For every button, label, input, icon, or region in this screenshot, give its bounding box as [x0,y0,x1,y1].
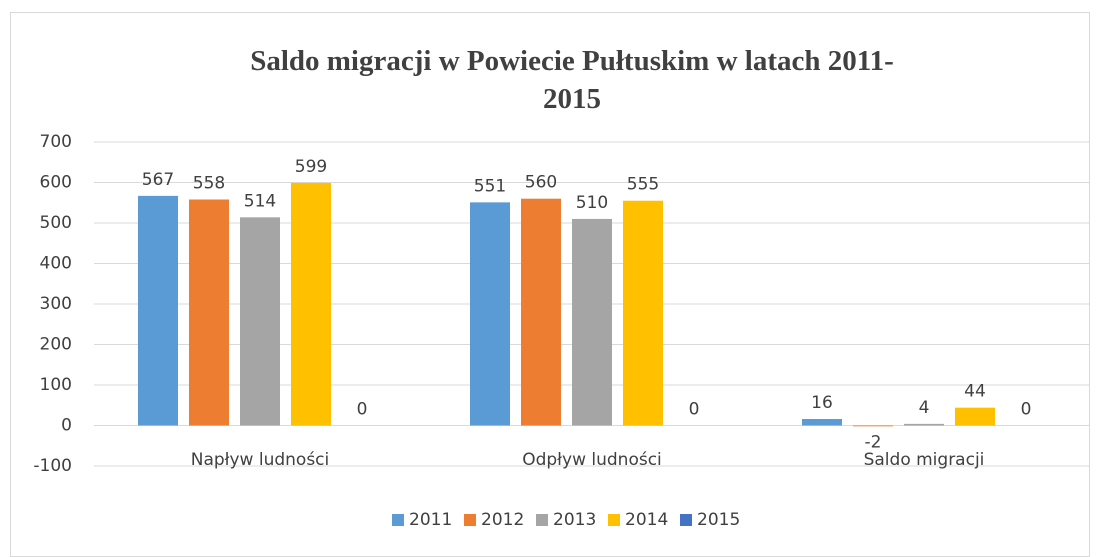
data-label: 510 [576,193,608,213]
bar [521,198,561,426]
data-label: 44 [964,382,986,402]
data-label: 514 [244,191,276,211]
legend-swatch [680,514,692,526]
legend-swatch [392,514,404,526]
legend-swatch [464,514,476,526]
y-tick-label: 400 [40,254,72,274]
y-tick-label: 600 [40,173,72,193]
x-tick-label: Napływ ludności [191,450,330,470]
legend-label: 2015 [697,510,740,530]
bar [291,182,331,426]
data-label: 551 [474,176,506,196]
data-label: 0 [689,400,700,420]
legend-label: 2012 [481,510,524,530]
data-label: 567 [142,170,174,190]
legend-label: 2014 [625,510,668,530]
y-tick-label: 700 [40,132,72,152]
x-tick-label: Saldo migracji [864,450,985,470]
y-tick-label: 0 [61,416,72,436]
legend-label: 2013 [553,510,596,530]
y-tick-label: 100 [40,375,72,395]
x-tick-label: Odpływ ludności [522,450,662,470]
data-label: 0 [357,400,368,420]
y-tick-label: 200 [40,335,72,355]
bar [572,218,612,426]
data-label: 555 [627,175,659,195]
bar [904,423,944,426]
bar [853,425,893,427]
data-label: 599 [295,157,327,177]
y-tick-label: -100 [33,456,72,476]
chart-title: Saldo migracji w Powiecie Pułtuskim w la… [250,45,894,115]
data-label: 0 [1021,400,1032,420]
data-label: -2 [865,432,882,452]
data-label: 558 [193,174,225,194]
data-label: 16 [811,393,833,413]
bar [189,199,229,426]
bar [623,200,663,426]
legend-swatch [536,514,548,526]
y-tick-label: 500 [40,213,72,233]
bar [240,217,280,426]
bar [955,407,995,426]
legend-swatch [608,514,620,526]
bar [138,195,178,426]
y-tick-label: 300 [40,294,72,314]
legend-label: 2011 [409,510,452,530]
data-label: 4 [919,398,930,418]
bar [802,419,842,426]
data-label: 560 [525,173,557,193]
bar [470,202,510,426]
